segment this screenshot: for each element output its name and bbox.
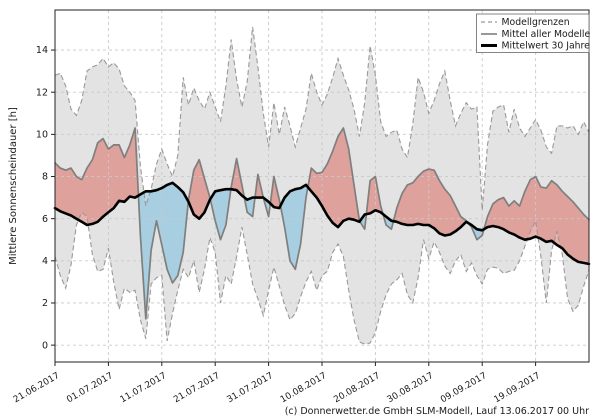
upper-model-bound-line xyxy=(54,26,590,211)
legend-label-modellgrenzen: Modellgrenzen xyxy=(502,17,570,28)
x-tick-label: 09.09.2017 xyxy=(439,371,489,405)
y-tick-label: 12 xyxy=(36,87,48,98)
above-normal-fill xyxy=(393,169,468,236)
x-tick-label: 31.07.2017 xyxy=(225,371,275,405)
x-tick-label: 21.06.2017 xyxy=(12,371,62,405)
x-tick-label: 20.08.2017 xyxy=(332,371,382,405)
x-tick-label: 11.07.2017 xyxy=(119,371,169,405)
x-tick-label: 21.07.2017 xyxy=(172,371,222,405)
above-normal-fill xyxy=(366,176,383,215)
x-tick-label: 10.08.2017 xyxy=(279,371,329,405)
y-tick-label: 4 xyxy=(42,256,48,267)
x-tick-label: 30.08.2017 xyxy=(386,371,436,405)
y-tick-label: 6 xyxy=(42,214,48,225)
climatology-line xyxy=(53,181,591,266)
model-mean-line xyxy=(54,127,590,320)
below-normal-fill xyxy=(210,189,231,240)
y-tick-label: 8 xyxy=(42,172,48,183)
y-tick-label: 2 xyxy=(42,298,48,309)
gridline-layer xyxy=(54,10,589,362)
model-bounds-line-layer xyxy=(54,26,590,345)
x-tick-label: 01.07.2017 xyxy=(65,371,115,405)
lower-model-bound-line xyxy=(54,211,590,345)
y-axis-label: Mittlere Sonnenscheindauer [h] xyxy=(8,107,19,265)
legend: Modellgrenzen Mittel aller Modelle Mitte… xyxy=(476,13,591,53)
above-normal-fill xyxy=(484,176,589,264)
x-tick-label: 19.09.2017 xyxy=(492,371,542,405)
y-tick-label: 14 xyxy=(36,45,48,56)
legend-label-mittelwert-30-jahre: Mittelwert 30 Jahre xyxy=(502,41,591,52)
y-tick-label: 0 xyxy=(42,340,48,351)
above-normal-fill xyxy=(230,158,245,198)
axes-layer xyxy=(51,9,590,366)
below-normal-fill xyxy=(244,197,255,217)
below-normal-fill xyxy=(280,184,308,270)
legend-label-mittel-aller-modelle: Mittel aller Modelle xyxy=(502,29,591,40)
series-line-layer xyxy=(53,127,591,320)
below-normal-fill xyxy=(383,214,394,230)
y-tick-label: 10 xyxy=(36,130,48,141)
copyright-caption: (c) Donnerwetter.de GmbH SLM-Modell, Lau… xyxy=(285,406,589,417)
